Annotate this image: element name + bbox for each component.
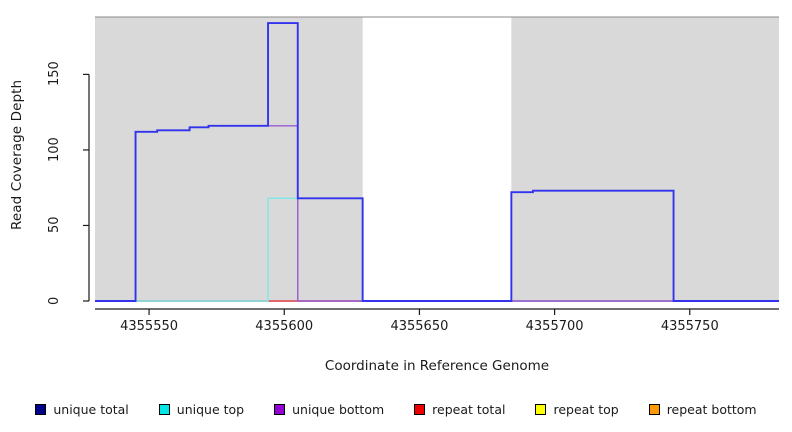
legend-swatch-unique-top bbox=[158, 403, 170, 415]
legend-swatch-repeat-top bbox=[535, 403, 547, 415]
legend-item-repeat-bottom[interactable]: repeat bottom bbox=[648, 401, 757, 417]
chart-legend: unique total unique top unique bottom re… bbox=[0, 398, 792, 420]
legend-item-repeat-top[interactable]: repeat top bbox=[535, 401, 619, 417]
x-tick-label: 4355700 bbox=[525, 319, 584, 334]
legend-label-repeat-top: repeat top bbox=[553, 401, 619, 417]
y-tick-label: 50 bbox=[47, 217, 62, 234]
legend-item-unique-top[interactable]: unique top bbox=[158, 401, 245, 417]
legend-label-unique-top: unique top bbox=[176, 401, 245, 417]
legend-swatch-repeat-total bbox=[414, 403, 426, 415]
x-tick-label: 4355600 bbox=[255, 319, 314, 334]
shaded-band-repeat-region-left bbox=[95, 17, 363, 301]
y-tick-label: 0 bbox=[47, 296, 62, 306]
legend-item-repeat-total[interactable]: repeat total bbox=[414, 402, 505, 417]
legend-item-unique-bottom[interactable]: unique bottom bbox=[274, 402, 384, 417]
x-axis-title: Coordinate in Reference Genome bbox=[324, 358, 550, 374]
legend-label-repeat-bottom: repeat bottom bbox=[666, 401, 757, 417]
legend-label-unique-total: unique total bbox=[53, 401, 129, 417]
x-tick-label: 4355750 bbox=[660, 319, 719, 334]
legend-swatch-repeat-bottom bbox=[648, 403, 660, 415]
y-tick-label: 100 bbox=[47, 137, 62, 163]
legend-item-unique-total[interactable]: unique total bbox=[35, 401, 129, 417]
x-tick-label: 4355650 bbox=[390, 319, 449, 334]
legend-label-unique-bottom: unique bottom bbox=[292, 401, 385, 417]
x-tick-label: 4355550 bbox=[120, 319, 179, 334]
legend-swatch-unique-bottom bbox=[274, 403, 286, 415]
series-line-unique-total bbox=[95, 22, 779, 302]
legend-swatch-unique-total bbox=[35, 403, 47, 415]
shaded-band-repeat-region-right bbox=[511, 17, 779, 301]
y-tick-label: 150 bbox=[47, 61, 62, 87]
legend-label-repeat-total: repeat total bbox=[432, 401, 506, 417]
